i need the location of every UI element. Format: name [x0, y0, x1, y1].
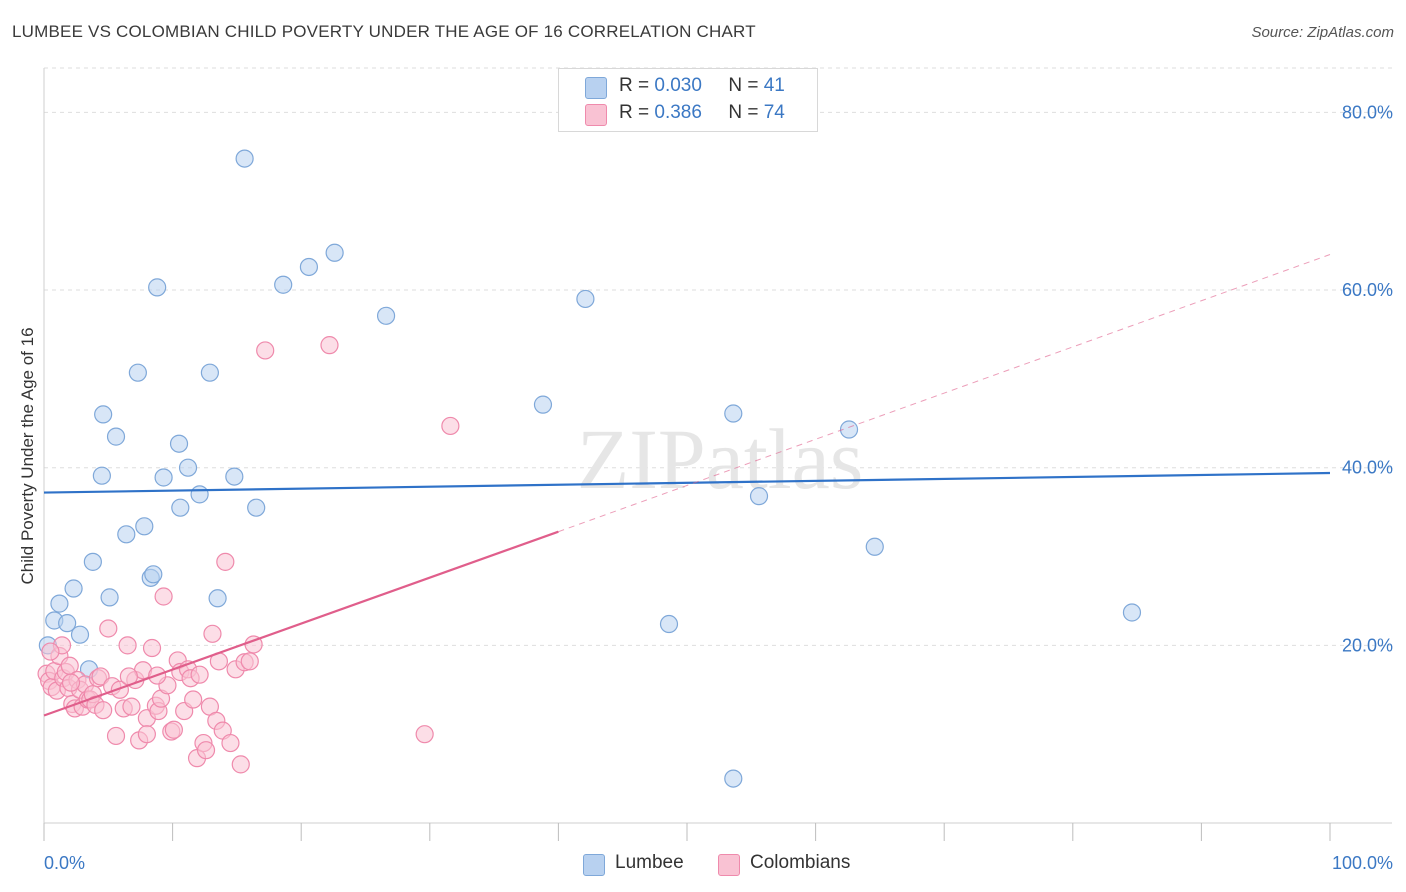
colombians-point — [231, 755, 250, 774]
colombians-point — [240, 652, 259, 671]
lumbee-point — [200, 363, 219, 382]
correlation-legend: R = 0.030 N = 41 R = 0.386 N = 74 — [558, 68, 818, 132]
lumbee-point — [64, 579, 83, 598]
colombians-point — [118, 636, 137, 655]
colombians-point — [184, 690, 203, 709]
lumbee-point — [225, 467, 244, 486]
colombians-point — [203, 624, 222, 643]
lumbee-point — [171, 498, 190, 517]
lumbee-point — [865, 537, 884, 556]
lumbee-point — [178, 458, 198, 477]
lumbee-point — [135, 517, 154, 536]
lumbee-swatch — [585, 77, 607, 99]
colombians-point — [110, 680, 129, 699]
lumbee-point — [325, 243, 344, 262]
colombians-legend-swatch — [718, 854, 740, 876]
lumbee-point — [83, 552, 102, 571]
lumbee-legend-swatch — [583, 854, 605, 876]
y-axis-label: Child Poverty Under the Age of 16 — [18, 327, 37, 585]
lumbee-point — [92, 466, 111, 485]
lumbee-point — [117, 525, 136, 544]
lumbee-point — [100, 588, 119, 607]
colombians-point — [91, 667, 110, 686]
lumbee-point — [128, 363, 147, 382]
colombians-point — [106, 726, 126, 746]
lumbee-point — [1122, 603, 1142, 622]
lumbee-point — [659, 614, 679, 634]
colombians-point — [441, 416, 460, 436]
y-tick-label: 60.0% — [1342, 280, 1393, 300]
lumbee-point — [58, 614, 77, 633]
colombians-point — [122, 697, 141, 716]
lumbee-point — [376, 306, 396, 325]
chart-title: LUMBEE VS COLOMBIAN CHILD POVERTY UNDER … — [12, 22, 756, 41]
chart-source: Source: ZipAtlas.com — [1251, 24, 1394, 41]
colombians-point — [137, 725, 156, 744]
lumbee-point — [724, 404, 743, 423]
lumbee-point — [247, 498, 266, 517]
lumbee-point — [148, 278, 167, 297]
colombians-n-label: N = — [728, 102, 759, 123]
tick-labels: 20.0% 40.0% 60.0% 80.0% 0.0% 100.0% — [44, 102, 1393, 873]
colombians-point — [216, 552, 235, 571]
lumbee-point — [235, 149, 254, 168]
colombians-r-value: 0.386 — [654, 102, 702, 123]
lumbee-point — [274, 275, 293, 294]
colombians-point — [256, 341, 275, 360]
colombians-point — [142, 638, 162, 658]
lumbee-legend-label: Lumbee — [615, 852, 684, 873]
lumbee-point — [94, 405, 113, 424]
lumbee-point — [208, 589, 227, 608]
lumbee-point — [144, 565, 163, 584]
colombians-point — [61, 673, 81, 692]
lumbee-point — [50, 594, 69, 613]
colombians-point — [164, 720, 183, 739]
colombians-trend-extension — [558, 254, 1331, 533]
x-tick-label: 0.0% — [44, 853, 85, 873]
lumbee-point — [169, 434, 189, 453]
colombians-n-value: 74 — [763, 102, 785, 123]
lumbee-point — [190, 485, 209, 504]
lumbee-n-label: N = — [728, 75, 759, 96]
colombians-point — [94, 701, 113, 720]
lumbee-trend-line — [43, 471, 1331, 494]
lumbee-r-label: R = — [619, 75, 650, 96]
colombians-point — [320, 336, 339, 355]
lumbee-point — [299, 257, 319, 277]
lumbee-point — [749, 487, 769, 506]
y-tick-label: 20.0% — [1342, 635, 1393, 655]
colombians-point — [221, 733, 240, 753]
watermark: ZIPatlas — [577, 411, 864, 507]
colombians-point — [154, 587, 173, 606]
x-tick-label: 100.0% — [1332, 853, 1393, 873]
colombians-swatch — [585, 104, 607, 126]
colombians-point — [41, 642, 60, 661]
colombians-legend-label: Colombians — [750, 852, 851, 873]
colombians-point — [99, 619, 118, 638]
lumbee-n-value: 41 — [763, 75, 785, 96]
y-tick-label: 40.0% — [1342, 458, 1393, 478]
colombians-point — [415, 725, 434, 744]
lumbee-point — [154, 468, 173, 487]
axes — [43, 68, 1392, 841]
colombians-point — [190, 665, 209, 684]
y-tick-label: 80.0% — [1342, 102, 1393, 122]
colombians-point — [196, 741, 216, 760]
lumbee-point — [576, 289, 595, 309]
colombians-r-label: R = — [619, 102, 650, 123]
lumbee-point — [106, 427, 126, 446]
lumbee-point — [724, 769, 743, 788]
lumbee-r-value: 0.030 — [654, 75, 702, 96]
trend-lines — [43, 254, 1331, 717]
lumbee-point — [533, 395, 553, 414]
lumbee-point — [70, 625, 90, 644]
colombians-trend-line — [43, 530, 559, 717]
